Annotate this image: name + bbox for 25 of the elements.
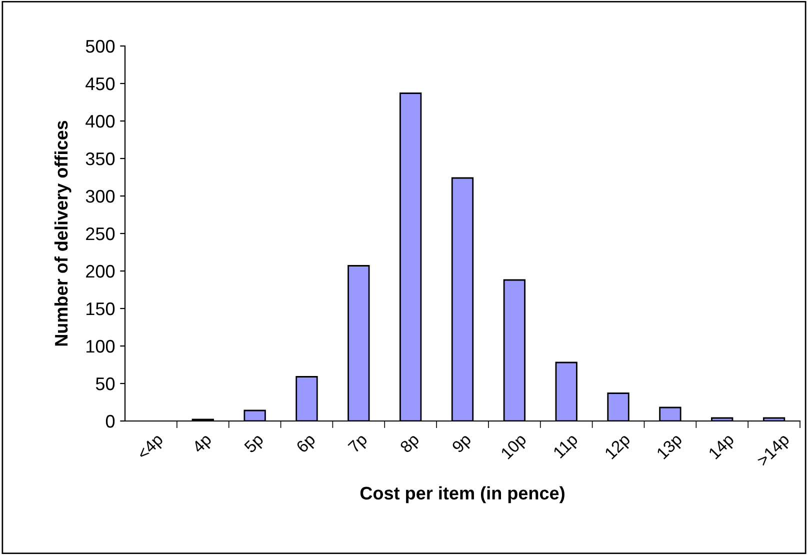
x-tick-label: 12p [604,432,634,462]
x-tick-label: 10p [500,432,530,462]
x-tick-label: 5p [244,433,266,456]
y-tick-label: 300 [86,190,115,203]
x-tick-label: 6p [296,432,318,456]
y-tick-label: 450 [86,77,115,90]
x-tick-label: 14p [708,433,737,462]
x-tick-label: 8p [399,432,422,456]
x-tick-label: 4p [192,433,214,456]
y-tick-label: 150 [86,302,115,316]
x-tick-label: 7p [348,433,370,456]
x-tick-label: 11p [552,433,581,461]
y-tick-label: 0 [106,414,115,428]
y-tick-label: 400 [86,114,115,128]
y-tick-label: 50 [96,377,115,390]
x-axis-title: Cost per item (in pence) [360,486,564,504]
y-tick-label: 500 [86,40,115,53]
y-tick-label: 200 [86,264,115,278]
x-tick-label: 9p [451,432,474,456]
y-axis-title: Number of delivery offices [54,120,72,346]
y-tick-label: 250 [86,227,115,240]
y-tick-label: 100 [86,340,115,353]
x-tick-label: 13p [656,432,686,462]
x-tick-label: <4p [136,433,166,463]
y-tick-label: 350 [86,152,115,166]
